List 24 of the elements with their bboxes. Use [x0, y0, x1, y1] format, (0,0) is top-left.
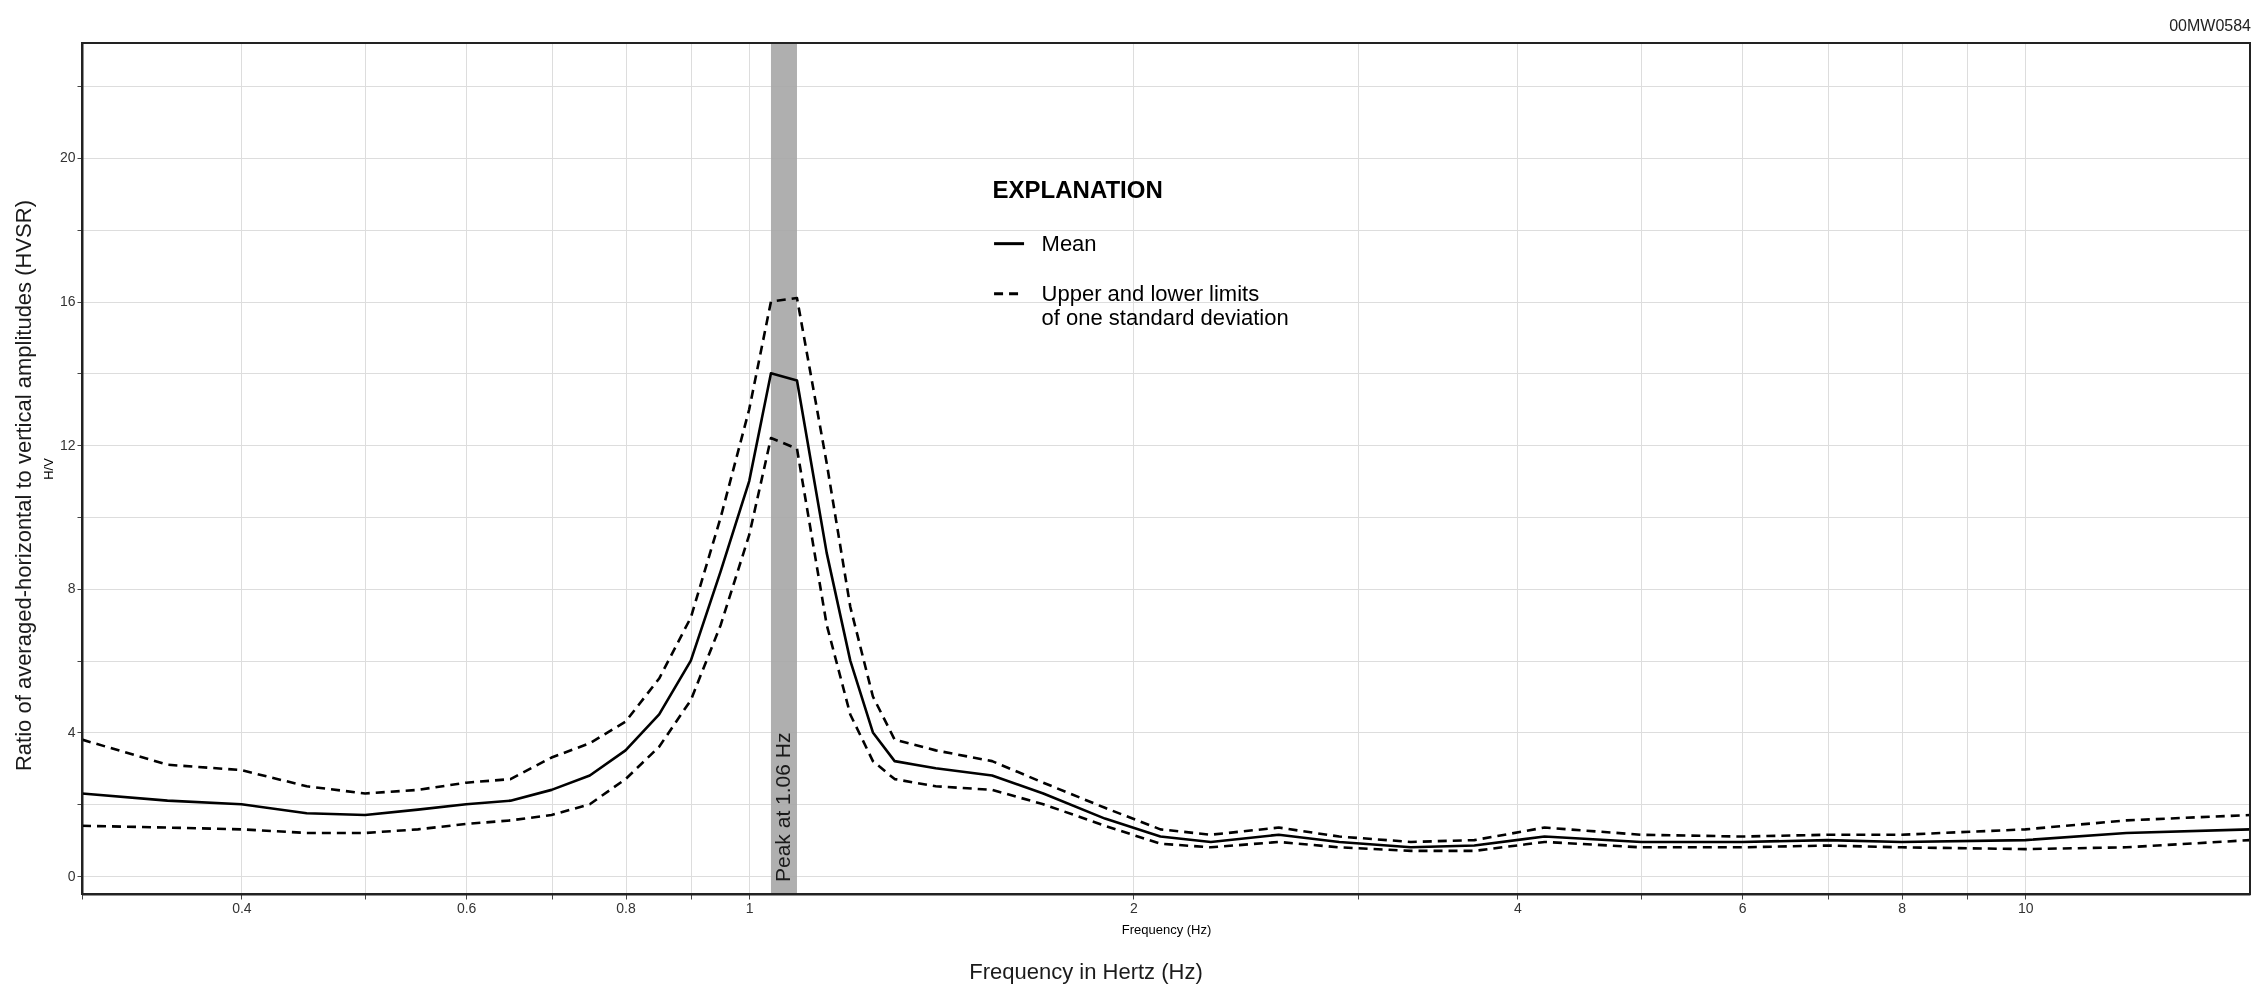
- x-axis-title: Frequency (Hz): [1121, 921, 1212, 937]
- x-tick-label: 0.4: [232, 899, 252, 916]
- legend-label: Mean: [1041, 230, 1097, 256]
- x-tick-label: 8: [1898, 899, 1907, 916]
- x-tick-label: 0.6: [456, 899, 477, 916]
- x-tick-label: 10: [2018, 899, 2034, 916]
- x-tick-label: 6: [1738, 899, 1747, 916]
- legend-label: Upper and lower limits of one standard deviation: [1041, 280, 1289, 330]
- y-tick-label: 8: [67, 580, 76, 597]
- y-tick-label: 0: [67, 867, 76, 884]
- band-label: Peak at 1.06 Hz: [770, 732, 794, 882]
- legend-title: EXPLANATION: [992, 176, 1163, 204]
- text: Ratio of averaged-horizontal to vertical amplitudes (HVSR): [11, 200, 36, 772]
- y-axis-title: H/V: [40, 457, 56, 480]
- y-tick-label: 20: [59, 149, 76, 166]
- x-tick-label: 4: [1514, 899, 1523, 916]
- x-tick-label: 1: [745, 899, 754, 916]
- text: Frequency in Hertz (Hz): [969, 959, 1203, 984]
- y-tick-label: 12: [59, 436, 76, 453]
- y-tick-label: 16: [59, 293, 76, 310]
- y-tick-label: 4: [67, 723, 76, 740]
- x-tick-label: 2: [1129, 899, 1138, 916]
- chart-title: 00MW0584: [2169, 17, 2252, 34]
- x-tick-label: 0.8: [616, 899, 637, 916]
